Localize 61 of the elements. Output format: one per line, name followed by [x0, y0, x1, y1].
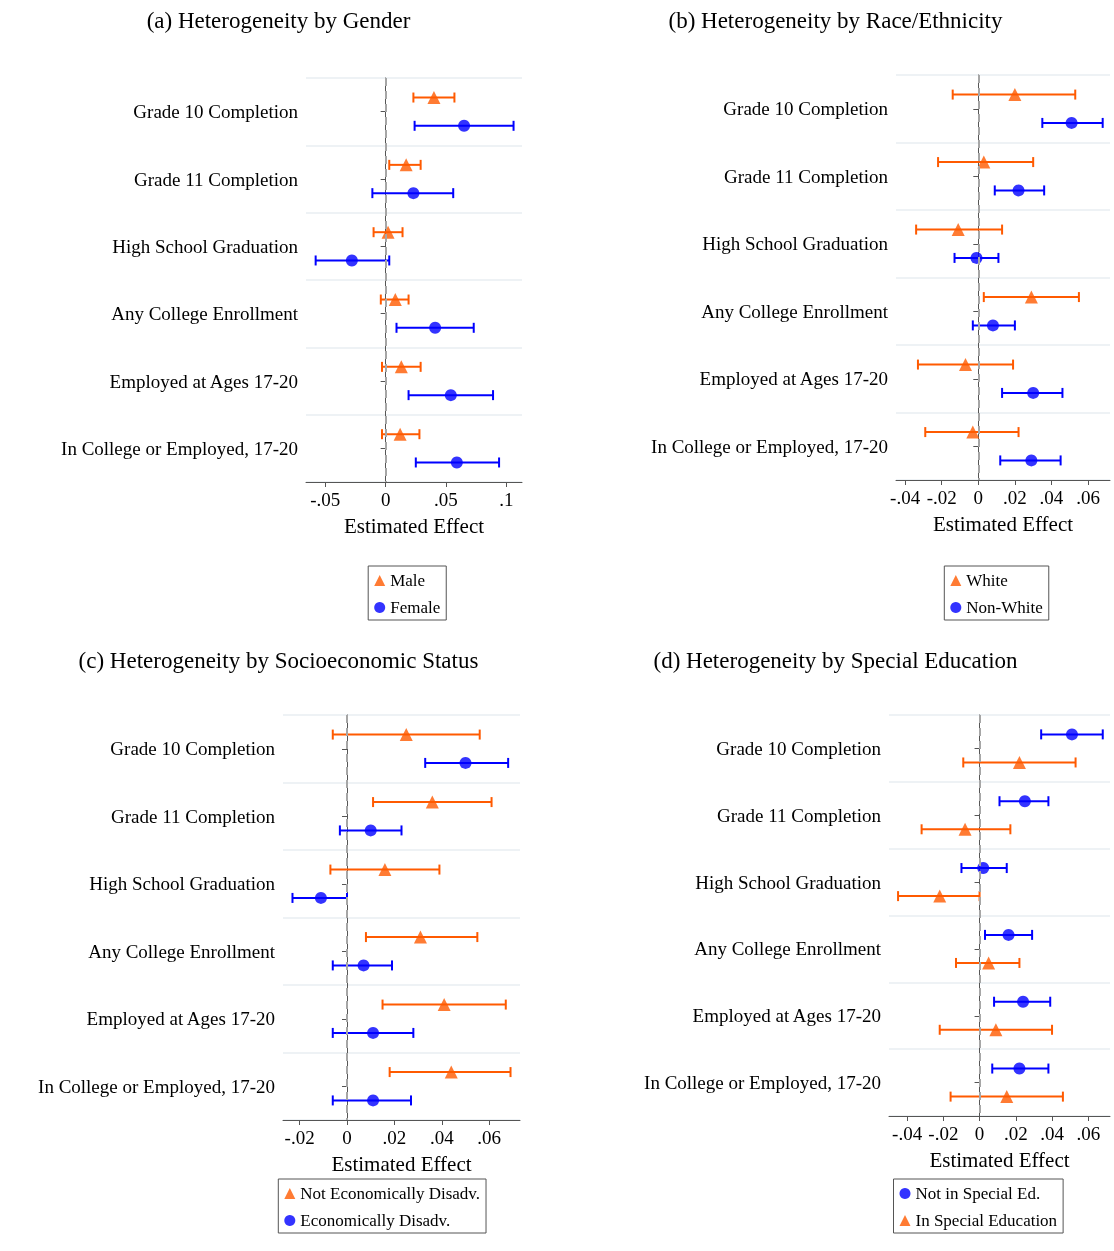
x-tick-label: .02 — [1003, 1123, 1028, 1144]
x-tick-label: .02 — [1003, 487, 1027, 508]
x-tick-label: .04 — [1040, 1123, 1065, 1144]
y-tick-label: Grade 11 Completion — [724, 165, 889, 187]
x-tick-label: -.05 — [310, 489, 341, 510]
x-tick-label: .1 — [499, 489, 514, 510]
y-tick-label: Any College Enrollment — [88, 940, 276, 962]
x-tick-label: -.02 — [926, 487, 957, 508]
x-axis-title: Estimated Effect — [343, 513, 485, 538]
legend-label: Not in Special Ed. — [915, 1184, 1041, 1203]
x-tick-label: .05 — [434, 489, 458, 510]
y-tick-label: Grade 11 Completion — [717, 804, 882, 826]
x-tick-label: 0 — [973, 487, 984, 508]
legend-label: Economically Disadv. — [300, 1211, 451, 1230]
y-tick-label: Any College Enrollment — [111, 303, 299, 325]
legend-label: Not Economically Disadv. — [300, 1184, 481, 1203]
legend-label: In Special Education — [915, 1211, 1058, 1230]
x-tick-label: .06 — [1076, 487, 1100, 508]
x-tick-label: -.04 — [892, 1123, 923, 1144]
x-axis-title: Estimated Effect — [932, 511, 1074, 536]
y-tick-label: In College or Employed, 17-20 — [651, 435, 888, 457]
legend-label: Male — [390, 571, 426, 590]
x-tick-label: 0 — [380, 489, 391, 510]
y-tick-label: Any College Enrollment — [701, 300, 889, 322]
x-tick-label: 0 — [974, 1123, 985, 1144]
chart-title: (a) Heterogeneity by Gender — [146, 8, 411, 33]
x-tick-label: .06 — [1076, 1123, 1101, 1144]
legend-label: Female — [390, 598, 441, 617]
y-tick-label: High School Graduation — [89, 873, 276, 895]
x-axis-title: Estimated Effect — [929, 1147, 1070, 1172]
y-tick-label: Grade 10 Completion — [110, 738, 276, 760]
x-tick-label: .02 — [382, 1127, 407, 1148]
chart-title: (d) Heterogeneity by Special Education — [653, 648, 1019, 673]
x-tick-label: .04 — [1039, 487, 1064, 508]
y-tick-label: Employed at Ages 17-20 — [692, 1005, 881, 1027]
chart-title: (b) Heterogeneity by Race/Ethnicity — [668, 8, 1003, 33]
legend-label: White — [966, 571, 1008, 590]
y-tick-label: Grade 11 Completion — [134, 168, 299, 190]
y-tick-label: High School Graduation — [695, 871, 882, 893]
y-tick-label: In College or Employed, 17-20 — [38, 1075, 275, 1097]
y-tick-label: In College or Employed, 17-20 — [61, 437, 298, 459]
y-tick-label: Grade 10 Completion — [723, 98, 889, 120]
y-tick-label: High School Graduation — [702, 233, 889, 255]
y-tick-label: Any College Enrollment — [694, 938, 882, 960]
y-tick-label: High School Graduation — [112, 235, 299, 257]
y-tick-label: Grade 11 Completion — [111, 805, 276, 827]
x-tick-label: -.02 — [284, 1127, 315, 1148]
x-tick-label: -.04 — [890, 487, 921, 508]
x-tick-label: .06 — [477, 1127, 502, 1148]
legend-label: Non-White — [966, 598, 1043, 617]
x-tick-label: 0 — [342, 1127, 352, 1148]
x-tick-label: .04 — [429, 1127, 455, 1148]
y-tick-label: Employed at Ages 17-20 — [86, 1008, 275, 1030]
y-tick-label: Employed at Ages 17-20 — [699, 368, 888, 390]
chart-title: (c) Heterogeneity by Socioeconomic Status — [78, 648, 479, 673]
x-tick-label: -.02 — [928, 1123, 959, 1144]
x-axis-title: Estimated Effect — [331, 1151, 472, 1176]
y-tick-label: Grade 10 Completion — [716, 737, 882, 759]
y-tick-label: Employed at Ages 17-20 — [109, 370, 298, 392]
y-tick-label: Grade 10 Completion — [133, 101, 299, 123]
y-tick-label: In College or Employed, 17-20 — [644, 1072, 881, 1094]
